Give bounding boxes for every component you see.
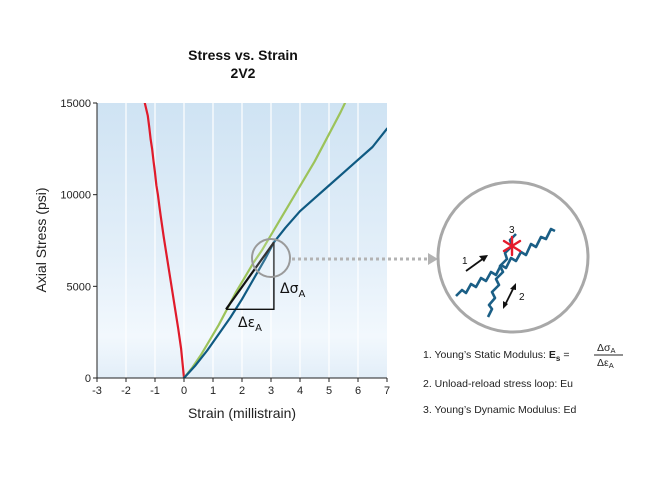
note-dynamic-modulus: 3. Young’s Dynamic Modulus: Ed	[423, 404, 576, 416]
series-line-lateral	[143, 103, 186, 378]
x-ticks: -3 -2 -1 0 1 2 3 4 5 6 7	[92, 378, 390, 397]
inset-arrow-1	[465, 257, 485, 272]
x-tick-label: 2	[239, 385, 245, 397]
y-tick-label: 15000	[60, 98, 91, 110]
note-unload-reload: 2. Unload-reload stress loop: Eu	[423, 378, 573, 390]
x-tick-label: 7	[384, 385, 390, 397]
slope-triangle	[226, 242, 275, 310]
delta-epsilon-label: ΔεA	[238, 315, 262, 334]
x-tick-label: 6	[355, 385, 361, 397]
inset-circle	[436, 180, 590, 334]
chart-title: Stress vs. Strain	[188, 47, 298, 63]
inset-label-1: 1	[462, 256, 468, 267]
inset-arrow-2-head-up	[510, 283, 516, 290]
y-tick-label: 0	[85, 373, 91, 385]
x-tick-label: 0	[181, 385, 187, 397]
x-tick-label: 1	[210, 385, 216, 397]
x-tick-label: -3	[92, 385, 102, 397]
x-tick-label: 4	[297, 385, 303, 397]
asterisk-icon	[502, 235, 522, 257]
note-static-modulus: 1. Young’s Static Modulus: Es =	[423, 349, 570, 363]
inset-label-3: 3	[509, 225, 515, 236]
x-tick-label: 3	[268, 385, 274, 397]
inset-arrow-2	[504, 286, 515, 306]
secant-line	[225, 241, 275, 310]
y-ticks: 0 5000 10000 15000	[60, 98, 97, 385]
fraction-denominator: ΔεA	[597, 357, 614, 370]
series-line-loading_a	[182, 103, 347, 378]
chart-subtitle: 2V2	[231, 65, 256, 81]
inset-arrow-1-head	[479, 255, 488, 262]
inset-label-2: 2	[519, 292, 525, 303]
y-axis-label: Axial Stress (psi)	[33, 187, 49, 292]
annotation-group	[225, 241, 275, 310]
grid	[125, 103, 359, 378]
x-tick-label: -1	[150, 385, 160, 397]
fraction-numerator: ΔσA	[597, 342, 616, 355]
y-tick-label: 5000	[67, 281, 91, 293]
x-tick-label: 5	[326, 385, 332, 397]
y-tick-label: 10000	[60, 190, 91, 202]
delta-sigma-label: ΔσA	[280, 281, 305, 300]
inset-arrow-2-head-down	[503, 301, 508, 309]
x-axis-label: Strain (millistrain)	[188, 405, 296, 421]
zoom-source-circle	[251, 238, 291, 278]
inset-loading-curve	[455, 227, 556, 297]
x-tick-label: -2	[121, 385, 131, 397]
zoom-arrowhead	[428, 253, 438, 265]
